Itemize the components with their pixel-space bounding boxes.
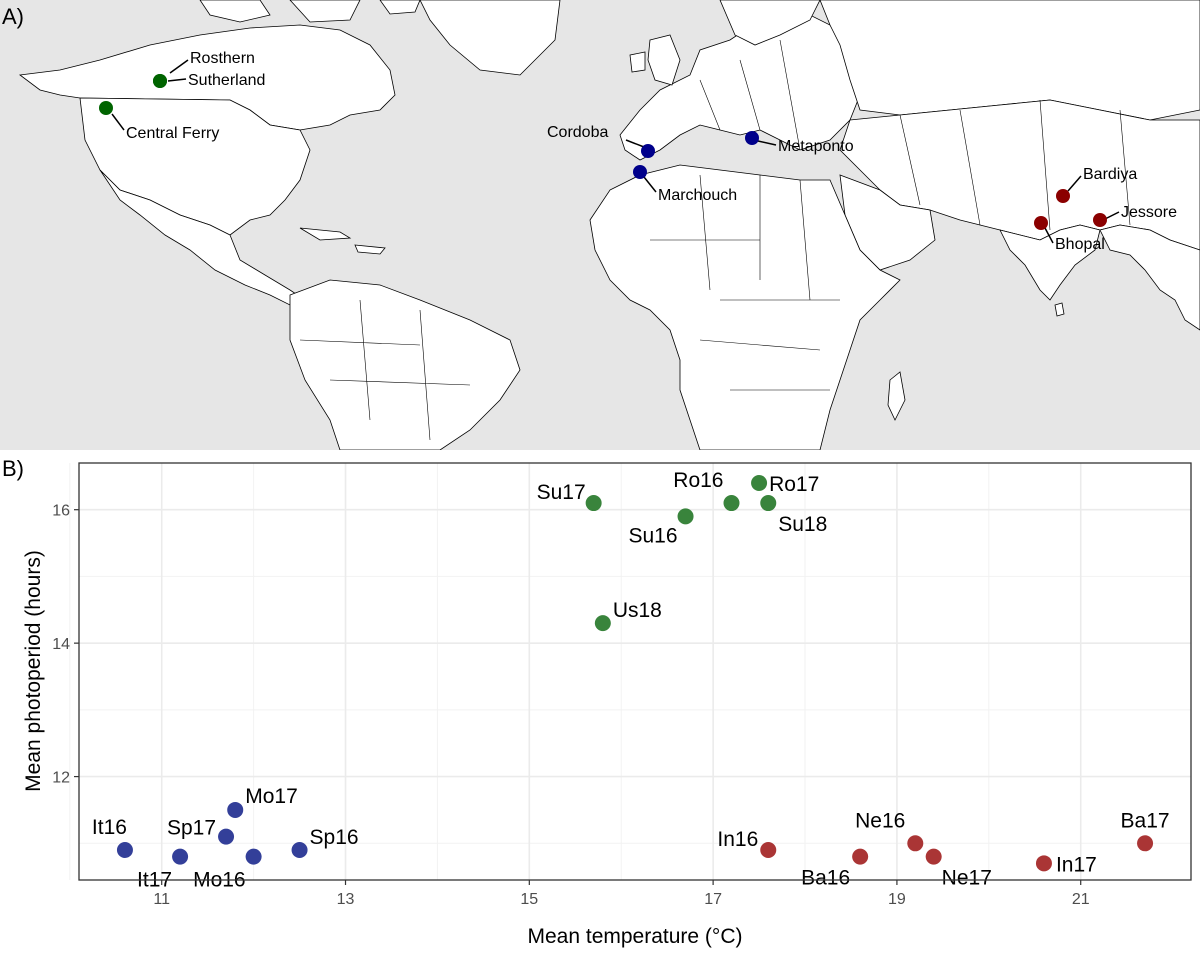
plot-background — [79, 463, 1191, 880]
site-label-bhopal: Bhopal — [1055, 236, 1105, 253]
point-sp16 — [291, 841, 308, 858]
africa — [589, 164, 901, 450]
x-tick-label: 19 — [888, 891, 906, 908]
site-leader-bhopal — [1044, 227, 1054, 244]
site-marker-central-ferry — [99, 101, 113, 115]
site-leader-jessore — [1104, 211, 1120, 220]
site-marker-metaponto — [745, 131, 759, 145]
point-label-ro16: Ro16 — [673, 469, 723, 492]
point-ro17 — [751, 475, 768, 492]
y-axis-title: Mean photoperiod (hours) — [22, 550, 45, 792]
point-su17 — [585, 495, 602, 512]
point-label-in16: In16 — [717, 828, 758, 851]
madagascar — [887, 371, 906, 421]
arctic-islands — [199, 0, 421, 23]
point-in17 — [1035, 855, 1052, 872]
point-mo16 — [245, 848, 262, 865]
point-it16 — [116, 841, 133, 858]
site-marker-sutherland — [153, 74, 167, 88]
y-tick-label: 12 — [52, 770, 70, 787]
y-tick-label: 16 — [52, 503, 70, 520]
point-it17 — [172, 848, 189, 865]
point-label-mo17: Mo17 — [245, 785, 298, 808]
x-tick-label: 11 — [153, 891, 170, 908]
site-label-rosthern: Rosthern — [190, 50, 255, 67]
sri-lanka — [1054, 302, 1065, 317]
x-tick-label: 13 — [337, 891, 355, 908]
point-label-ba16: Ba16 — [801, 867, 850, 890]
site-leader-metaponto — [757, 140, 777, 146]
africa-borders — [650, 174, 840, 391]
point-mo17 — [227, 801, 244, 818]
point-su18 — [760, 495, 777, 512]
x-tick-label: 17 — [704, 891, 722, 908]
greenland — [419, 0, 561, 76]
site-label-jessore: Jessore — [1121, 204, 1177, 221]
site-marker-cordoba — [641, 144, 655, 158]
point-label-us18: Us18 — [613, 599, 662, 622]
site-label-sutherland: Sutherland — [188, 72, 265, 89]
southeast-asia — [1099, 224, 1200, 331]
point-label-su16: Su16 — [628, 524, 677, 547]
site-label-marchouch: Marchouch — [658, 187, 737, 204]
point-ne17 — [925, 848, 942, 865]
scandinavia — [719, 0, 821, 46]
point-label-su17: Su17 — [537, 481, 586, 504]
russia — [819, 0, 1200, 121]
south-america-borders — [299, 299, 471, 441]
site-marker-marchouch — [633, 165, 647, 179]
site-label-metaponto: Metaponto — [778, 138, 854, 155]
world-map: A) Rosthern Sutherland Central Ferry Cordob… — [0, 0, 1200, 450]
site-label-central-ferry: Central Ferry — [126, 125, 219, 142]
site-leader-central-ferry — [111, 113, 125, 131]
map-sites: Rosthern Sutherland Central Ferry Cordoba Me… — [99, 50, 1177, 253]
panel-a-label: A) — [2, 4, 24, 29]
point-in16 — [760, 841, 777, 858]
site-leader-cordoba — [625, 139, 645, 148]
point-ro16 — [723, 495, 740, 512]
x-tick-label: 21 — [1072, 891, 1090, 908]
site-leader-marchouch — [643, 176, 657, 193]
site-leader-rosthern — [169, 59, 189, 74]
south-america — [289, 279, 521, 450]
point-label-it16: It16 — [92, 816, 127, 839]
site-marker-jessore — [1093, 213, 1107, 227]
site-label-cordoba: Cordoba — [547, 124, 608, 141]
point-label-ba17: Ba17 — [1121, 809, 1170, 832]
x-axis-ticks: 11 13 15 17 19 21 — [153, 880, 1090, 908]
panel-b-label: B) — [2, 456, 24, 481]
grid-lines — [69, 463, 1191, 880]
eurasia-borders — [699, 39, 1131, 231]
uk-ireland — [629, 34, 681, 86]
site-leader-bardiya — [1067, 175, 1082, 192]
point-label-ne16: Ne16 — [855, 809, 905, 832]
point-label-in17: In17 — [1056, 853, 1097, 876]
point-label-ro17: Ro17 — [769, 473, 819, 496]
site-marker-bhopal — [1034, 216, 1048, 230]
point-label-sp16: Sp16 — [310, 826, 359, 849]
point-us18 — [594, 615, 611, 632]
point-su16 — [677, 508, 694, 525]
point-sp17 — [218, 828, 235, 845]
point-label-ne17: Ne17 — [942, 867, 992, 890]
x-axis-title: Mean temperature (°C) — [528, 925, 743, 948]
y-tick-label: 14 — [52, 636, 70, 653]
point-ne16 — [907, 835, 924, 852]
point-ba16 — [852, 848, 869, 865]
site-label-bardiya: Bardiya — [1083, 166, 1137, 183]
y-axis-ticks: 12 14 16 — [52, 503, 79, 787]
point-label-sp17: Sp17 — [167, 817, 216, 840]
site-marker-bardiya — [1056, 189, 1070, 203]
plot-border — [78, 462, 1192, 881]
point-label-su18: Su18 — [778, 513, 827, 536]
point-ba17 — [1137, 835, 1154, 852]
india — [999, 224, 1101, 301]
site-leader-sutherland — [167, 78, 187, 82]
caribbean-islands — [299, 227, 386, 255]
x-tick-label: 15 — [520, 891, 538, 908]
europe — [619, 9, 861, 161]
